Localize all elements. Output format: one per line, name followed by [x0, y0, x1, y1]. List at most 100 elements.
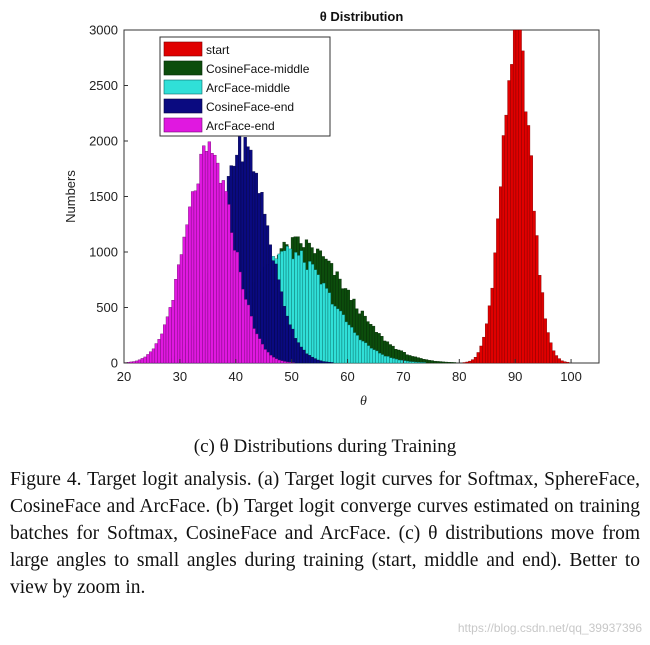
x-tick-label: 80: [452, 369, 466, 384]
histogram-bar: [218, 182, 223, 364]
histogram-bar: [473, 357, 478, 364]
histogram-bar: [366, 345, 371, 364]
histogram-bar: [330, 362, 334, 364]
histogram-bar: [282, 306, 286, 364]
histogram-bar: [154, 343, 158, 364]
histogram-bar: [272, 357, 276, 364]
histogram-bar: [221, 180, 225, 364]
histogram-bar: [204, 151, 209, 364]
histogram-bar: [327, 361, 331, 364]
histogram-bar: [350, 327, 354, 364]
histogram-bar: [417, 362, 421, 364]
histogram-bar: [496, 218, 500, 364]
histogram-bar: [372, 349, 376, 364]
histogram-bar: [476, 352, 480, 364]
legend-swatch: [163, 117, 203, 133]
histogram-bar: [358, 339, 362, 364]
histogram-bar: [311, 264, 315, 364]
histogram-bar: [140, 358, 144, 364]
histogram-bar: [285, 361, 290, 364]
histogram-bar: [258, 338, 262, 364]
histogram-bar: [263, 213, 267, 364]
histogram-bar: [246, 304, 251, 364]
histogram-bar: [313, 269, 317, 364]
histogram-bar: [299, 346, 303, 364]
histogram-bar: [321, 361, 326, 364]
watermark: https://blog.csdn.net/qq_39937396: [457, 621, 642, 635]
histogram-bar: [560, 360, 564, 364]
histogram-bar: [378, 352, 382, 364]
histogram-bar: [512, 29, 517, 364]
histogram-bar: [241, 288, 245, 364]
histogram-bar: [419, 362, 424, 364]
histogram-bar: [392, 358, 396, 364]
histogram-figure: 20 30 40 50 60 70 80 90 100050010001500200025003…: [63, 9, 600, 409]
histogram-bar: [471, 359, 475, 364]
histogram-bar: [249, 315, 253, 364]
histogram-bar: [386, 356, 390, 364]
histogram-bar: [465, 361, 469, 364]
histogram-bar: [411, 361, 415, 364]
histogram-bar: [232, 250, 237, 364]
x-tick-label: 100: [560, 369, 582, 384]
histogram-bar: [406, 360, 410, 364]
histogram-bar: [452, 362, 457, 364]
histogram-bar: [543, 318, 547, 364]
histogram-bar: [265, 225, 270, 364]
histogram-bar: [427, 360, 431, 364]
histogram-bar: [319, 283, 323, 364]
histogram-bar: [146, 354, 150, 364]
histogram-bar: [430, 360, 434, 364]
histogram-bar: [557, 358, 561, 364]
histogram-bar: [414, 361, 418, 364]
histogram-bar: [293, 338, 298, 364]
histogram-bar: [433, 360, 437, 364]
histogram-bar: [330, 304, 334, 364]
x-tick-label: 30: [173, 369, 187, 384]
histogram-bar: [397, 359, 401, 364]
x-tick-label: 40: [229, 369, 243, 384]
histogram-bar: [482, 336, 486, 364]
histogram-bar: [207, 141, 211, 364]
histogram-bar: [375, 350, 379, 364]
histogram-bar: [504, 114, 508, 364]
histogram-bar: [149, 351, 153, 364]
histogram-bar: [291, 328, 295, 364]
histogram-bar: [274, 358, 278, 364]
histogram-bar: [296, 342, 300, 364]
series-arcface-end: [123, 141, 295, 364]
histogram-bar: [210, 153, 214, 364]
histogram-bar: [196, 183, 200, 364]
histogram-bar: [450, 362, 454, 364]
y-tick-label: 1500: [89, 189, 118, 204]
histogram-bar: [235, 251, 239, 364]
histogram-bar: [310, 356, 314, 364]
x-tick-label: 50: [284, 369, 298, 384]
histogram-bar: [313, 358, 317, 364]
x-tick-label: 20: [117, 369, 131, 384]
histogram-bar: [244, 299, 248, 364]
histogram-bar: [129, 361, 133, 364]
legend: start CosineFace-middle ArcFace-middle Cosi…: [159, 36, 331, 137]
histogram-bar: [227, 204, 231, 364]
histogram-bar: [277, 279, 281, 364]
histogram-bar: [468, 360, 472, 364]
histogram-bar: [143, 356, 147, 364]
histogram-bar: [302, 349, 306, 364]
histogram-bar: [355, 335, 359, 364]
histogram-bar: [171, 300, 175, 364]
histogram-bar: [165, 316, 170, 364]
histogram-bar: [422, 362, 426, 364]
histogram-bar: [263, 349, 267, 364]
x-tick-label: 60: [340, 369, 354, 384]
histogram-bar: [202, 145, 206, 364]
histogram-bar: [305, 269, 309, 364]
histogram-bar: [408, 361, 412, 364]
histogram-bar: [515, 29, 519, 364]
histogram-bar: [168, 307, 172, 364]
histogram-bar: [216, 162, 220, 364]
histogram-bar: [518, 29, 522, 364]
x-tick-label: 70: [396, 369, 410, 384]
y-tick-label: 2000: [89, 134, 118, 149]
histogram-bar: [389, 357, 393, 364]
